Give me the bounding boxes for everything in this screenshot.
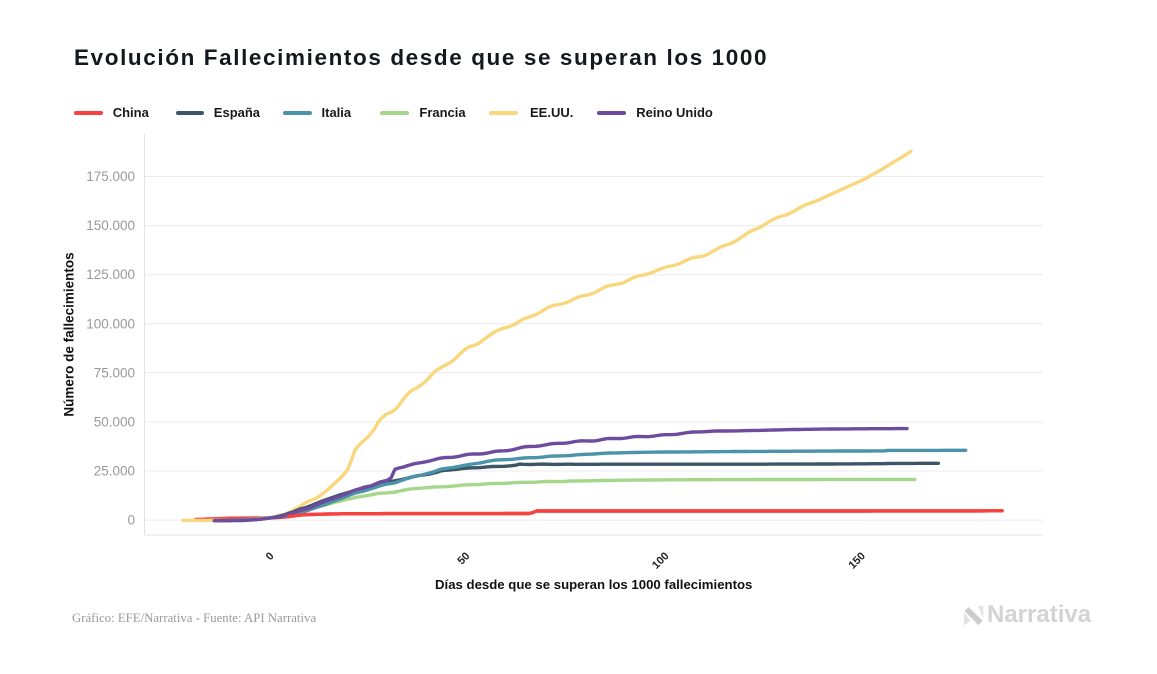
svg-text:175.000: 175.000: [86, 169, 135, 184]
svg-text:75.000: 75.000: [94, 365, 135, 380]
svg-text:100: 100: [650, 550, 671, 571]
svg-text:0: 0: [264, 550, 277, 563]
svg-text:25.000: 25.000: [94, 464, 135, 479]
svg-text:Número de fallecimientos: Número de fallecimientos: [62, 252, 77, 416]
svg-text:100.000: 100.000: [86, 316, 135, 331]
svg-text:Días desde que se superan los: Días desde que se superan los 1000 falle…: [435, 577, 752, 592]
svg-text:50: 50: [455, 550, 472, 567]
svg-text:125.000: 125.000: [86, 267, 135, 282]
svg-text:0: 0: [127, 513, 135, 528]
svg-text:150.000: 150.000: [86, 218, 135, 233]
svg-text:50.000: 50.000: [94, 414, 135, 429]
svg-text:150: 150: [846, 550, 867, 571]
